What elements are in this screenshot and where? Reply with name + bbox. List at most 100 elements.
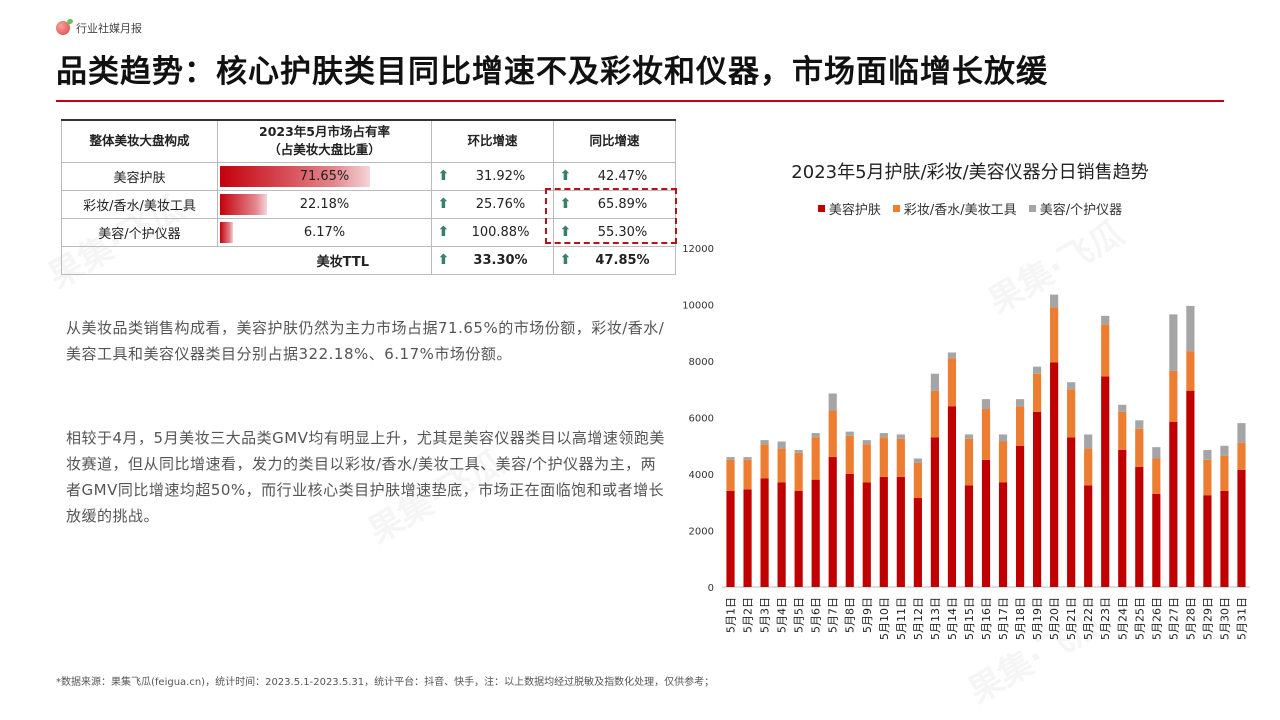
up-arrow-icon: ⬆ bbox=[437, 196, 450, 212]
bar-segment bbox=[828, 410, 837, 458]
bar-segment bbox=[1067, 389, 1076, 438]
bar-segment bbox=[811, 479, 820, 587]
bar-segment bbox=[1033, 411, 1042, 587]
category-cell: 美容护肤 bbox=[61, 161, 218, 191]
category-share-table: 整体美妆大盘构成 2023年5月市场占有率 （占美妆大盘比重） 环比增速 同比增… bbox=[61, 119, 676, 275]
y-tick-label: 4000 bbox=[689, 470, 714, 481]
y-tick-label: 0 bbox=[708, 583, 714, 594]
up-arrow-icon: ⬆ bbox=[559, 252, 572, 268]
x-tick-label: 5月23日 bbox=[1099, 597, 1112, 640]
bar-segment bbox=[760, 478, 769, 587]
analysis-paragraph: 相较于4月，5月美妆三大品类GMV均有明显上升，尤其是美容仪器类目以高增速领跑美… bbox=[66, 429, 665, 525]
legend-swatch bbox=[892, 205, 900, 212]
bar-segment bbox=[947, 352, 957, 359]
title-divider bbox=[56, 100, 1224, 102]
chart-title: 2023年5月护肤/彩妆/美容仪器分日销售趋势 bbox=[791, 162, 1149, 183]
bar-segment bbox=[1220, 445, 1229, 456]
legend-label: 彩妆/香水/美妆工具 bbox=[903, 203, 1017, 218]
y-tick-label: 6000 bbox=[689, 414, 714, 425]
up-arrow-icon: ⬆ bbox=[559, 168, 572, 184]
bar-segment bbox=[777, 482, 786, 587]
bar-segment bbox=[794, 490, 803, 587]
category-cell: 彩妆/香水/美妆工具 bbox=[61, 189, 218, 219]
x-tick-label: 5月8日 bbox=[844, 597, 857, 633]
share-bar bbox=[220, 193, 267, 215]
bar-segment bbox=[981, 459, 991, 587]
x-tick-label: 5月29日 bbox=[1201, 597, 1214, 640]
bar-segment bbox=[1050, 362, 1059, 587]
bar-segment bbox=[1050, 294, 1059, 308]
bar-segment bbox=[981, 399, 991, 410]
bar-segment bbox=[1237, 469, 1246, 587]
x-tick-label: 5月30日 bbox=[1218, 597, 1231, 640]
bar-segment bbox=[1101, 315, 1110, 325]
bar-segment bbox=[862, 444, 871, 483]
bar-segment bbox=[811, 433, 820, 438]
bar-segment bbox=[845, 474, 854, 587]
x-tick-label: 5月4日 bbox=[776, 597, 789, 633]
bar-segment bbox=[811, 437, 820, 480]
x-tick-label: 5月6日 bbox=[810, 597, 823, 633]
bar-segment bbox=[1067, 437, 1076, 587]
bar-segment bbox=[1084, 448, 1093, 486]
bar-segment bbox=[1015, 445, 1025, 587]
bar-segment bbox=[1084, 434, 1093, 449]
up-arrow-icon: ⬆ bbox=[437, 168, 450, 184]
bar-segment bbox=[760, 444, 769, 479]
bar-segment bbox=[1067, 382, 1076, 390]
share-value: 6.17% bbox=[303, 224, 346, 240]
y-tick-label: 12000 bbox=[682, 244, 714, 255]
bar-segment bbox=[777, 448, 786, 483]
x-tick-label: 5月10日 bbox=[878, 597, 891, 640]
bar-segment bbox=[1152, 493, 1161, 587]
y-tick-label: 10000 bbox=[682, 301, 714, 312]
x-tick-label: 5月20日 bbox=[1048, 597, 1061, 640]
bar-segment bbox=[794, 449, 803, 453]
rate-cell: ⬆ 55.30% bbox=[553, 217, 676, 247]
bar-segment bbox=[1237, 442, 1246, 470]
legend-item: 美容/个护仪器 bbox=[1028, 199, 1122, 218]
rate-value: 31.92% bbox=[475, 169, 526, 184]
bar-segment bbox=[1152, 447, 1161, 459]
bar-segment bbox=[760, 440, 769, 445]
up-arrow-icon: ⬆ bbox=[437, 252, 450, 268]
share-bar bbox=[220, 165, 371, 187]
share-bar bbox=[220, 221, 233, 243]
rate-value: 25.76% bbox=[475, 197, 526, 212]
bar-segment bbox=[879, 433, 888, 438]
table-row: 彩妆/香水/美妆工具 22.18% ⬆ 25.76% ⬆ 65.89% bbox=[61, 189, 676, 219]
rate-cell: ⬆ 47.85% bbox=[553, 245, 676, 275]
rate-value: 33.30% bbox=[473, 253, 528, 268]
bar-segment bbox=[981, 409, 991, 460]
bar-segment bbox=[879, 476, 888, 587]
bar-segment bbox=[1135, 428, 1144, 467]
bar-segment bbox=[828, 457, 837, 587]
bar-segment bbox=[930, 373, 939, 391]
share-cell: 71.65% bbox=[217, 161, 432, 191]
rate-value: 47.85% bbox=[595, 253, 650, 268]
bar-segment bbox=[1237, 423, 1246, 443]
bar-segment bbox=[964, 485, 974, 587]
bar-segment bbox=[743, 459, 752, 490]
report-tag: 行业社媒月报 bbox=[56, 20, 142, 36]
report-tag-label: 行业社媒月报 bbox=[76, 22, 142, 35]
bar-segment bbox=[1169, 370, 1178, 422]
daily-sales-chart: 0 2000 4000 6000 8000 10000 12000 5月1日 5月2日 5月3日 5… bbox=[682, 244, 1250, 640]
bar-segment bbox=[1033, 366, 1042, 374]
bar-segment bbox=[828, 393, 837, 411]
x-tick-label: 5月24日 bbox=[1116, 597, 1129, 640]
category-cell: 美容/个护仪器 bbox=[61, 217, 218, 247]
x-tick-label: 5月19日 bbox=[1031, 597, 1044, 640]
bar-segment bbox=[862, 440, 871, 445]
total-label: 美妆TTL bbox=[61, 245, 432, 275]
bar-segment bbox=[1101, 324, 1110, 377]
bar-segment bbox=[998, 441, 1008, 483]
x-tick-label: 5月13日 bbox=[929, 597, 942, 640]
x-tick-label: 5月22日 bbox=[1082, 597, 1095, 640]
table-total-row: 美妆TTL ⬆ 33.30% ⬆ 47.85% bbox=[61, 245, 676, 275]
x-tick-label: 5月17日 bbox=[997, 597, 1010, 640]
rate-value: 55.30% bbox=[597, 225, 648, 240]
bar-segment bbox=[1203, 495, 1212, 587]
table-header: 环比增速 bbox=[431, 119, 554, 163]
